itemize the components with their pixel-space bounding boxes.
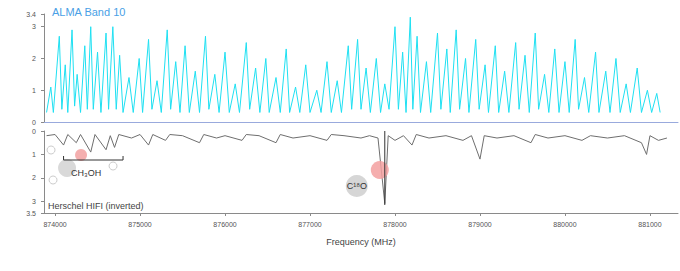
svg-text:ALMA Band 10: ALMA Band 10 [52, 6, 125, 18]
svg-text:1: 1 [32, 87, 36, 94]
svg-text:C¹⁸O: C¹⁸O [347, 181, 367, 191]
svg-text:875000: 875000 [128, 221, 151, 228]
svg-text:3.5: 3.5 [26, 210, 36, 217]
svg-text:3: 3 [32, 23, 36, 30]
svg-text:874000: 874000 [43, 221, 66, 228]
svg-text:2: 2 [32, 55, 36, 62]
svg-text:879000: 879000 [468, 221, 491, 228]
svg-text:2: 2 [32, 174, 36, 181]
svg-text:877000: 877000 [298, 221, 321, 228]
svg-text:1: 1 [32, 151, 36, 158]
svg-text:Frequency (MHz): Frequency (MHz) [326, 237, 396, 247]
svg-text:0: 0 [32, 119, 36, 126]
svg-text:0: 0 [32, 128, 36, 135]
svg-text:876000: 876000 [213, 221, 236, 228]
svg-text:3: 3 [32, 198, 36, 205]
svg-text:880000: 880000 [553, 221, 576, 228]
svg-text:CH₃OH: CH₃OH [71, 168, 101, 178]
svg-text:Herschel HIFI (inverted): Herschel HIFI (inverted) [48, 201, 144, 211]
svg-text:3.4: 3.4 [26, 11, 36, 18]
svg-text:878000: 878000 [383, 221, 406, 228]
svg-text:881000: 881000 [638, 221, 661, 228]
